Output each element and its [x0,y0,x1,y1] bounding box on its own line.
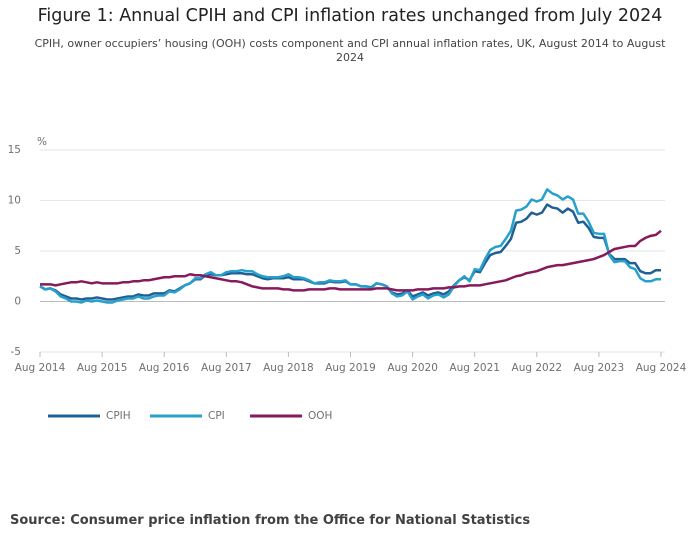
x-tick-label: Aug 2017 [201,362,252,374]
y-tick-label: 10 [8,195,21,207]
x-tick-label: Aug 2019 [325,362,376,374]
series-line [40,229,662,292]
y-tick-label: 15 [8,144,21,156]
y-tick-label: -5 [11,346,21,358]
source: Source: Consumer price inflation from th… [10,513,531,528]
x-tick-label: Aug 2023 [574,362,625,374]
x-tick-label: Aug 2018 [263,362,314,374]
series-line [39,188,661,304]
legend-label: CPI [208,410,225,422]
x-tick-label: Aug 2020 [387,362,438,374]
y-tick-label: 5 [14,245,21,257]
chart-subtitle: CPIH, owner occupiers’ housing (OOH) cos… [34,37,666,64]
x-tick-label: Aug 2022 [512,362,563,374]
y-tick-label: 0 [14,296,21,308]
x-tick-label: Aug 2024 [636,362,687,374]
x-tick-label: Aug 2021 [449,362,500,374]
y-axis-label: % [37,136,47,148]
x-tick-label: Aug 2015 [77,362,128,374]
x-tick-label: Aug 2016 [139,362,190,374]
legend-label: OOH [308,410,332,422]
chart-title: Figure 1: Annual CPIH and CPI inflation … [37,6,663,26]
legend-label: CPIH [106,410,131,422]
x-tick-label: Aug 2014 [15,362,66,374]
